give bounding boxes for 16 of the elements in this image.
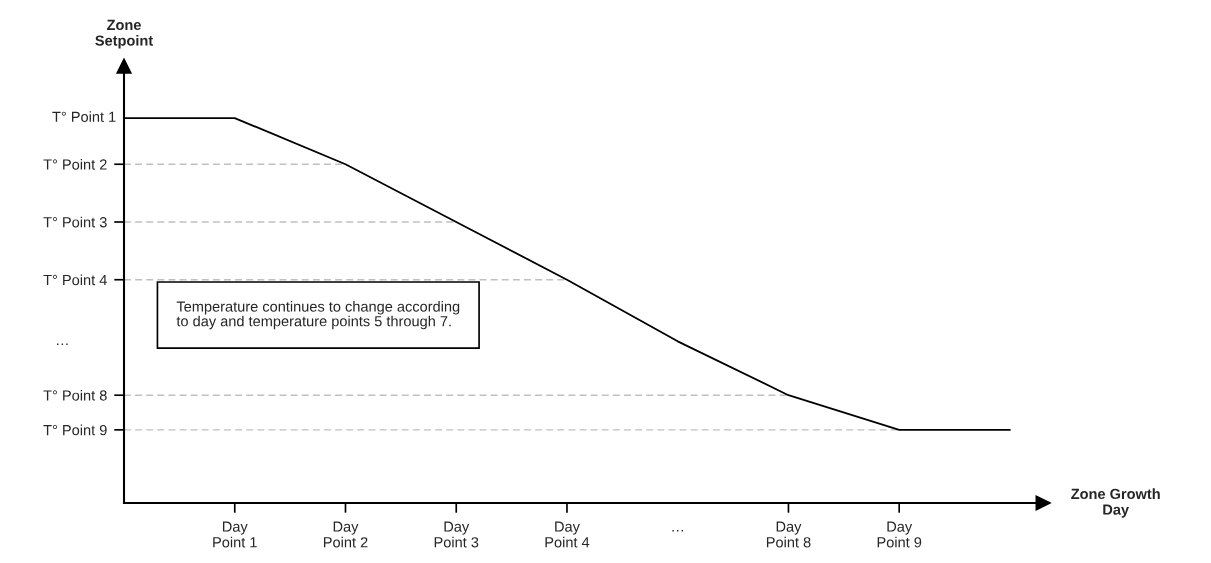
text: T° Point 1: [52, 111, 116, 122]
ref-line-label: T° Point 4: [43, 274, 107, 286]
text: …: [57, 343, 68, 346]
ref-line-label: T° Point 9: [43, 424, 107, 436]
x-tick-label: Day Point 3: [434, 521, 479, 548]
x-tick-label: Day Point 4: [545, 521, 590, 548]
x-tick-label: Day Point 9: [877, 521, 922, 548]
x-tick-label: Day Point 2: [323, 521, 368, 548]
x-tick-label: Day Point 1: [213, 521, 257, 548]
annotation: Temperature continues to change according to day and temperature points 5 through 7.: [176, 301, 460, 330]
x-axis-title: Zone Growth Day: [1071, 488, 1160, 518]
ref-line-label: T° Point 8: [43, 389, 107, 401]
ref-line-label: T° Point 2: [43, 158, 107, 170]
ref-line-label: T° Point 3: [43, 216, 107, 228]
y-axis-title: Zone Setpoint: [95, 19, 153, 49]
x-tick-label: Day Point 8: [766, 521, 811, 548]
